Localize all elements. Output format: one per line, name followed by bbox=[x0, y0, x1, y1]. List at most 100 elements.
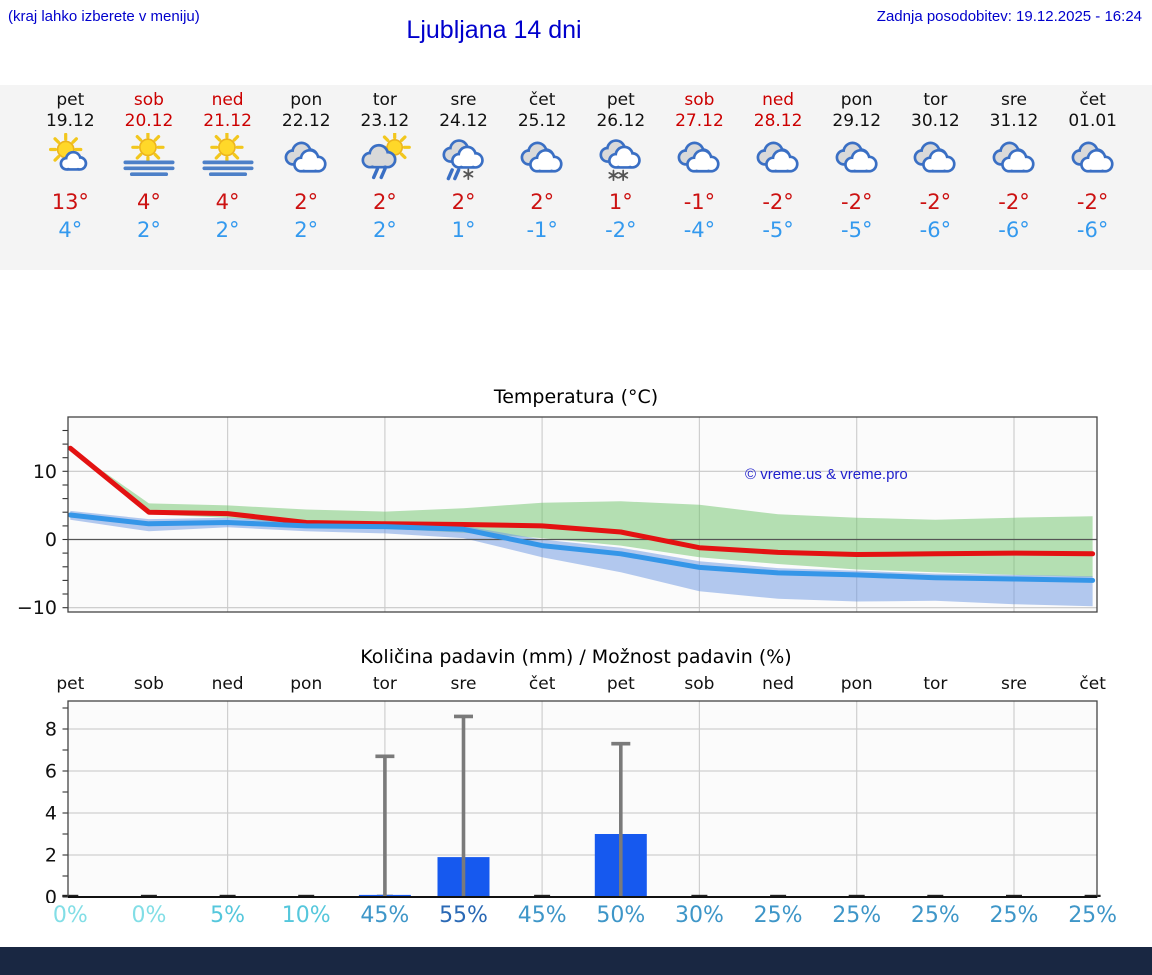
precip-probability: 0% bbox=[52, 903, 88, 928]
low-temp: 2° bbox=[294, 218, 319, 242]
day-name: pet bbox=[56, 90, 85, 110]
high-temp: 2° bbox=[451, 190, 476, 214]
line-max temperatura bbox=[67, 445, 1096, 557]
day-column: sre 31.12 -2° -6° bbox=[975, 85, 1054, 270]
precip-probability: 25% bbox=[832, 903, 882, 928]
cloudy-icon bbox=[986, 133, 1042, 185]
precip-day-label: tor bbox=[372, 674, 397, 694]
precip-day-label: pet bbox=[56, 674, 85, 694]
precip-probability: 45% bbox=[360, 903, 410, 928]
precip-probability: 45% bbox=[517, 903, 567, 928]
sun-fog-icon bbox=[121, 130, 177, 185]
day-date: 01.01 bbox=[1068, 111, 1117, 131]
precip-day-label: ned bbox=[211, 674, 244, 694]
precip-day-label: pon bbox=[290, 674, 323, 694]
day-column: pet 26.12 1° -2° bbox=[581, 85, 660, 270]
day-name: čet bbox=[528, 90, 556, 110]
low-temp: -5° bbox=[841, 218, 873, 242]
high-temp: -2° bbox=[841, 190, 873, 214]
rain-snow-icon bbox=[436, 133, 492, 185]
day-date: 23.12 bbox=[360, 111, 410, 131]
precip-day-label: sob bbox=[133, 674, 164, 694]
low-temp: 2° bbox=[137, 218, 161, 242]
precip-day-label: tor bbox=[923, 674, 948, 694]
day-date: 31.12 bbox=[989, 111, 1039, 131]
precip-probability: 5% bbox=[210, 903, 246, 928]
cloudy-icon bbox=[750, 133, 806, 185]
cloudy-icon bbox=[907, 133, 963, 185]
day-name: ned bbox=[762, 90, 795, 110]
precip-day-label: sre bbox=[1001, 674, 1027, 694]
day-name: sre bbox=[450, 90, 477, 110]
day-name: sre bbox=[1001, 90, 1027, 110]
band-min razpon bbox=[70, 510, 1093, 607]
high-temp: -2° bbox=[1076, 190, 1109, 214]
low-temp: 4° bbox=[58, 218, 83, 242]
day-date: 28.12 bbox=[753, 111, 803, 131]
precip-probability: 50% bbox=[596, 903, 646, 928]
sun-small-cloud-icon bbox=[42, 132, 98, 185]
cloudy-icon bbox=[671, 133, 727, 185]
day-name: sob bbox=[133, 90, 164, 110]
precip-probability: 30% bbox=[674, 903, 724, 928]
svg-text:10: 10 bbox=[33, 461, 57, 483]
day-name: tor bbox=[372, 90, 397, 110]
precip-day-label: sre bbox=[450, 674, 477, 694]
low-temp: -2° bbox=[605, 218, 637, 242]
day-column: sob 27.12 -1° -4° bbox=[660, 85, 739, 270]
high-temp: 4° bbox=[137, 190, 161, 214]
low-temp: 2° bbox=[372, 218, 397, 242]
day-column: sre 24.12 2° 1° bbox=[424, 85, 503, 270]
day-date: 21.12 bbox=[203, 111, 252, 131]
last-update-label: Zadnja posodobitev: 19.12.2025 - 16:24 bbox=[876, 8, 1142, 25]
precip-probability: 25% bbox=[989, 903, 1039, 928]
day-column: ned 21.12 4° 2° bbox=[188, 85, 267, 270]
day-column: pon 29.12 -2° -5° bbox=[817, 85, 896, 270]
day-column: tor 23.12 2° 2° bbox=[346, 85, 425, 270]
precip-day-label: pon bbox=[840, 674, 873, 694]
low-temp: 1° bbox=[451, 218, 476, 242]
precip-probability: 25% bbox=[910, 903, 960, 928]
precipitation-day-labels: pet sob ned pon tor sre čet pet sob ned pon tor sre č… bbox=[0, 674, 1152, 694]
sun-rain-icon bbox=[357, 131, 413, 185]
high-temp: 1° bbox=[608, 190, 633, 214]
day-name: pon bbox=[290, 90, 323, 110]
svg-text:4: 4 bbox=[45, 803, 57, 825]
day-date: 19.12 bbox=[45, 111, 95, 131]
precip-probability: 10% bbox=[281, 903, 331, 928]
day-date: 29.12 bbox=[832, 111, 882, 131]
low-temp: -6° bbox=[1076, 218, 1109, 242]
high-temp: 13° bbox=[51, 190, 89, 214]
cloudy-icon bbox=[514, 133, 570, 185]
precip-day-label: čet bbox=[528, 674, 556, 694]
high-temp: -2° bbox=[762, 190, 794, 214]
day-name: pet bbox=[606, 90, 635, 110]
watermark-link[interactable]: © vreme.us & vreme.pro bbox=[745, 466, 908, 483]
cloudy-icon bbox=[829, 133, 885, 185]
line-min temperatura bbox=[67, 512, 1096, 583]
precip-probability: 25% bbox=[753, 903, 803, 928]
precip-day-label: ned bbox=[762, 674, 795, 694]
day-date: 24.12 bbox=[439, 111, 488, 131]
day-name: pon bbox=[840, 90, 873, 110]
day-name: tor bbox=[923, 90, 948, 110]
day-column: sob 20.12 4° 2° bbox=[110, 85, 189, 270]
forecast-strip: pet 19.12 13° 4° sob 20.12 4° 2° ned 21.12 4° 2° pon… bbox=[0, 85, 1152, 270]
high-temp: 4° bbox=[215, 190, 240, 214]
day-date: 22.12 bbox=[281, 111, 331, 131]
svg-text:2: 2 bbox=[45, 845, 57, 867]
high-temp: 2° bbox=[372, 190, 397, 214]
precip-probability: 0% bbox=[131, 903, 167, 928]
precipitation-chart-title: Količina padavin (mm) / Možnost padavin … bbox=[360, 646, 792, 668]
precip-day-label: čet bbox=[1079, 674, 1106, 694]
precipitation-probability-row: 0% 0% 5% 10% 45% 55% 45% 50% 30% 25% 25% 25% 25% 25% bbox=[0, 903, 1152, 928]
high-temp: -1° bbox=[683, 190, 716, 214]
band-max razpon bbox=[70, 448, 1093, 577]
day-column: ned 28.12 -2° -5° bbox=[739, 85, 818, 270]
svg-text:8: 8 bbox=[45, 719, 57, 741]
day-date: 25.12 bbox=[517, 111, 567, 131]
low-temp: -5° bbox=[762, 218, 794, 242]
day-date: 27.12 bbox=[675, 111, 724, 131]
day-column: pon 22.12 2° 2° bbox=[267, 85, 346, 270]
